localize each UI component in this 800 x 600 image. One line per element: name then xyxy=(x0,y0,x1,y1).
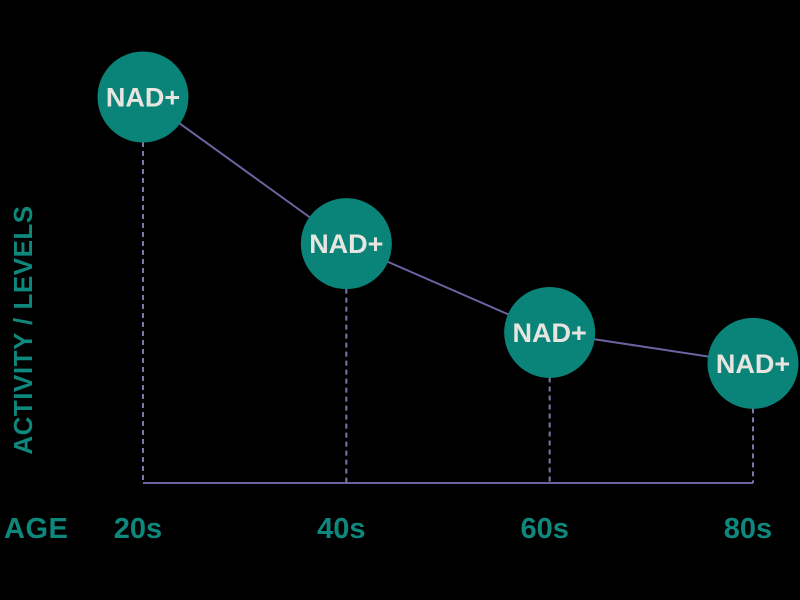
data-point-circle xyxy=(707,317,799,409)
x-axis-label: AGE xyxy=(4,513,68,545)
trend-line xyxy=(142,96,754,365)
data-point-circle xyxy=(300,198,392,290)
data-point-circle xyxy=(504,286,596,378)
chart-graphics: NAD+ NAD+ NAD+ NAD+ 20s 40s 60s 80s xyxy=(97,51,799,545)
data-point-label: NAD+ xyxy=(513,318,587,348)
age-tick-label: 40s xyxy=(317,513,365,545)
age-tick-label: 20s xyxy=(114,513,162,545)
y-axis-label: ACTIVITY / LEVELS xyxy=(8,205,38,454)
data-point-label: NAD+ xyxy=(309,229,383,259)
data-point-circle xyxy=(97,51,189,143)
data-point-label: NAD+ xyxy=(106,83,180,113)
age-tick-label: 60s xyxy=(520,513,568,545)
data-point-label: NAD+ xyxy=(716,349,790,379)
age-tick-label: 80s xyxy=(724,513,772,545)
